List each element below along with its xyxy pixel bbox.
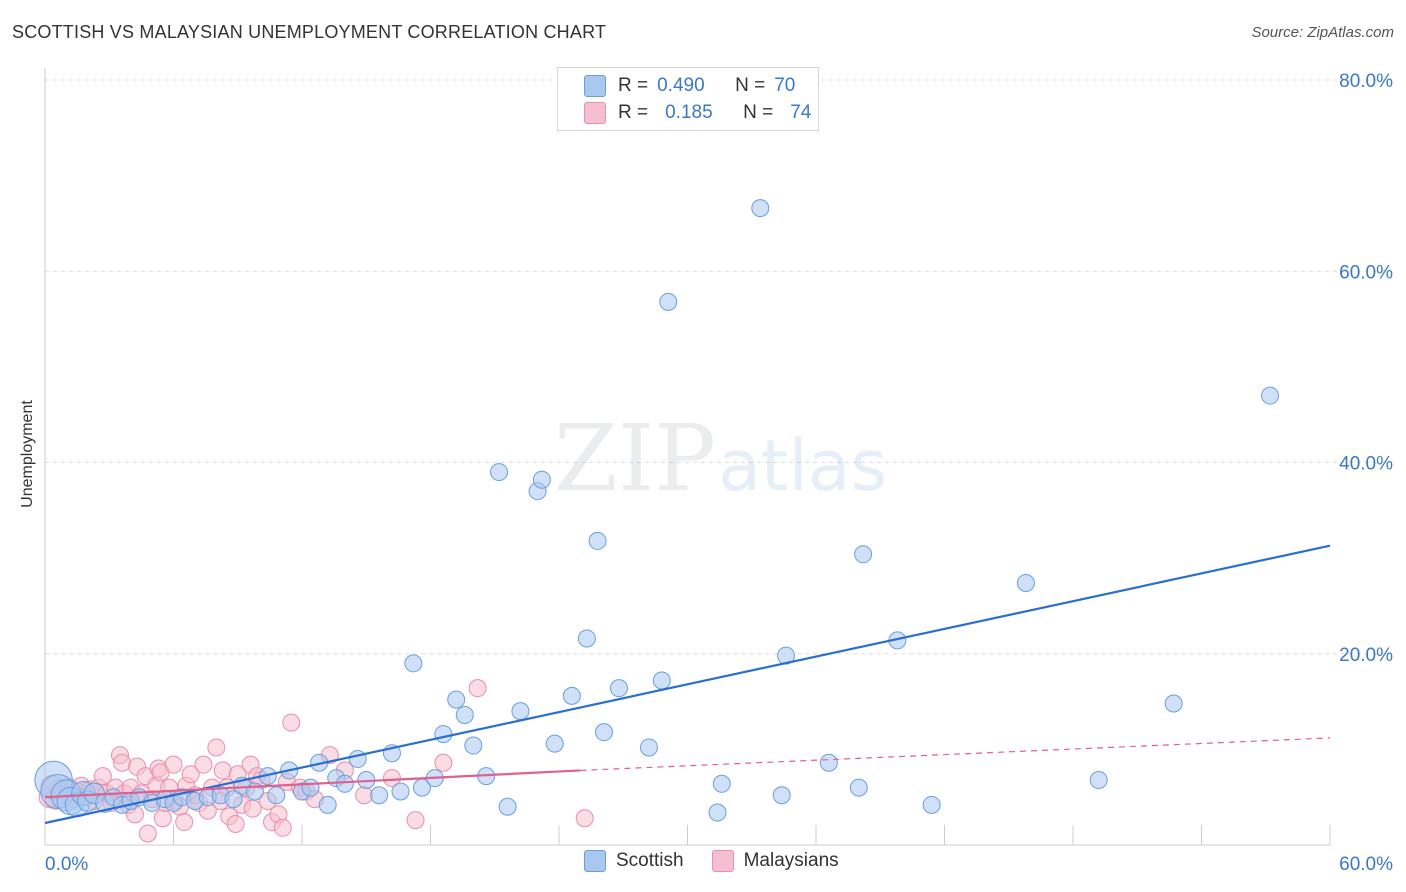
trend-lines xyxy=(44,544,1331,825)
malaysians-point xyxy=(175,813,194,832)
malaysians-point xyxy=(355,786,374,805)
scottish-point xyxy=(819,753,838,772)
x-tick-label-max: 60.0% xyxy=(1339,854,1393,875)
watermark-zip: ZIP xyxy=(554,405,716,512)
malaysian-r-value: 0.185 xyxy=(665,102,713,123)
malaysians-point xyxy=(382,769,401,788)
malaysians-point xyxy=(273,818,292,837)
malaysians-point xyxy=(207,738,226,757)
malaysians-point xyxy=(213,761,232,780)
scottish-point xyxy=(455,705,474,724)
stats-row-malaysian: R = 0.185 N = 74 xyxy=(584,102,811,124)
chart-source: Source: ZipAtlas.com xyxy=(1251,24,1394,41)
malaysian-n-label: N = xyxy=(743,102,774,123)
legend-malaysians-swatch xyxy=(711,850,734,872)
scottish-point xyxy=(532,470,551,489)
scottish-point xyxy=(1089,770,1108,789)
malaysians-point xyxy=(575,809,594,828)
malaysians-point xyxy=(406,811,425,830)
scottish-r-value: 0.490 xyxy=(657,75,705,96)
legend-scottish-label: Scottish xyxy=(616,850,684,871)
malaysians-point xyxy=(194,755,213,774)
scottish-point xyxy=(464,736,483,755)
scottish-point xyxy=(1261,386,1280,405)
axes xyxy=(44,68,1331,846)
series-legend: Scottish Malaysians xyxy=(584,850,867,872)
scottish-point xyxy=(301,778,320,797)
y-tick-label-60: 60.0% xyxy=(1339,262,1393,283)
scottish-point xyxy=(1016,573,1035,592)
malaysian-r-label: R = xyxy=(618,102,649,123)
y-tick-label-20: 20.0% xyxy=(1339,645,1393,666)
malaysians-point xyxy=(226,814,245,833)
scottish-n-value: 70 xyxy=(774,75,796,96)
scottish-point xyxy=(490,463,509,482)
scottish-point xyxy=(267,786,286,805)
chart-title: SCOTTISH VS MALAYSIAN UNEMPLOYMENT CORRE… xyxy=(12,22,607,42)
scottish-swatch xyxy=(584,75,606,97)
scottish-point xyxy=(609,679,628,698)
malaysians-point xyxy=(153,809,172,828)
scottish-point xyxy=(854,545,873,564)
scottish-point xyxy=(922,795,941,814)
scottish-point xyxy=(511,702,530,721)
scottish-point xyxy=(772,786,791,805)
malaysians-trend-line xyxy=(44,769,581,799)
watermark: ZIP atlas xyxy=(554,405,887,512)
scottish-point xyxy=(335,774,354,793)
scottish-point xyxy=(318,795,337,814)
scottish-point xyxy=(659,292,678,311)
scottish-point xyxy=(577,629,596,648)
scottish-point xyxy=(588,531,607,550)
scottish-point xyxy=(391,782,410,801)
malaysians-point xyxy=(468,679,487,698)
malaysians-point xyxy=(282,713,301,732)
scottish-point xyxy=(545,734,564,753)
malaysian-n-value: 74 xyxy=(790,102,812,123)
y-tick-label-40: 40.0% xyxy=(1339,454,1393,475)
malaysian-swatch xyxy=(584,102,606,124)
malaysians-point xyxy=(181,765,200,784)
y-tick-label-80: 80.0% xyxy=(1339,71,1393,92)
malaysians-trend-extension xyxy=(580,737,1331,772)
scottish-point xyxy=(652,671,671,690)
gridlines xyxy=(45,79,1392,655)
malaysians-point xyxy=(434,753,453,772)
x-tick-label-min: 0.0% xyxy=(45,854,88,875)
scottish-point xyxy=(594,723,613,742)
scottish-point xyxy=(639,738,658,757)
watermark-atlas: atlas xyxy=(718,425,887,507)
scottish-point xyxy=(447,690,466,709)
stats-legend: R = 0.490 N = 70 R = 0.185 N = 74 xyxy=(557,67,819,131)
scottish-point xyxy=(434,725,453,744)
legend-scottish-swatch xyxy=(584,850,606,872)
scottish-point xyxy=(224,790,243,809)
scottish-points xyxy=(34,199,1280,822)
scottish-point xyxy=(562,686,581,705)
malaysians-point xyxy=(164,755,183,774)
legend-item-scottish[interactable]: Scottish xyxy=(584,850,684,872)
malaysians-point xyxy=(138,824,157,843)
scottish-point xyxy=(708,803,727,822)
scottish-point xyxy=(498,797,517,816)
scottish-r-label: R = xyxy=(618,75,649,96)
scottish-n-label: N = xyxy=(735,75,766,96)
scottish-trend-line xyxy=(44,544,1331,825)
scottish-point xyxy=(348,749,367,768)
scottish-point xyxy=(1164,694,1183,713)
scottish-point xyxy=(404,654,423,673)
tick-labels: 20.0% 40.0% 60.0% 80.0% 0.0% 60.0% xyxy=(45,71,1393,875)
y-axis-label: Unemployment xyxy=(19,400,36,508)
malaysians-point xyxy=(243,799,262,818)
malaysians-point xyxy=(93,767,112,786)
scottish-point xyxy=(370,786,389,805)
legend-item-malaysians[interactable]: Malaysians xyxy=(711,850,839,872)
legend-malaysians-label: Malaysians xyxy=(743,850,839,871)
malaysians-point xyxy=(113,753,132,772)
scottish-point xyxy=(849,778,868,797)
stats-row-scottish: R = 0.490 N = 70 xyxy=(584,75,795,97)
scottish-point xyxy=(751,199,770,218)
scottish-point xyxy=(712,774,731,793)
